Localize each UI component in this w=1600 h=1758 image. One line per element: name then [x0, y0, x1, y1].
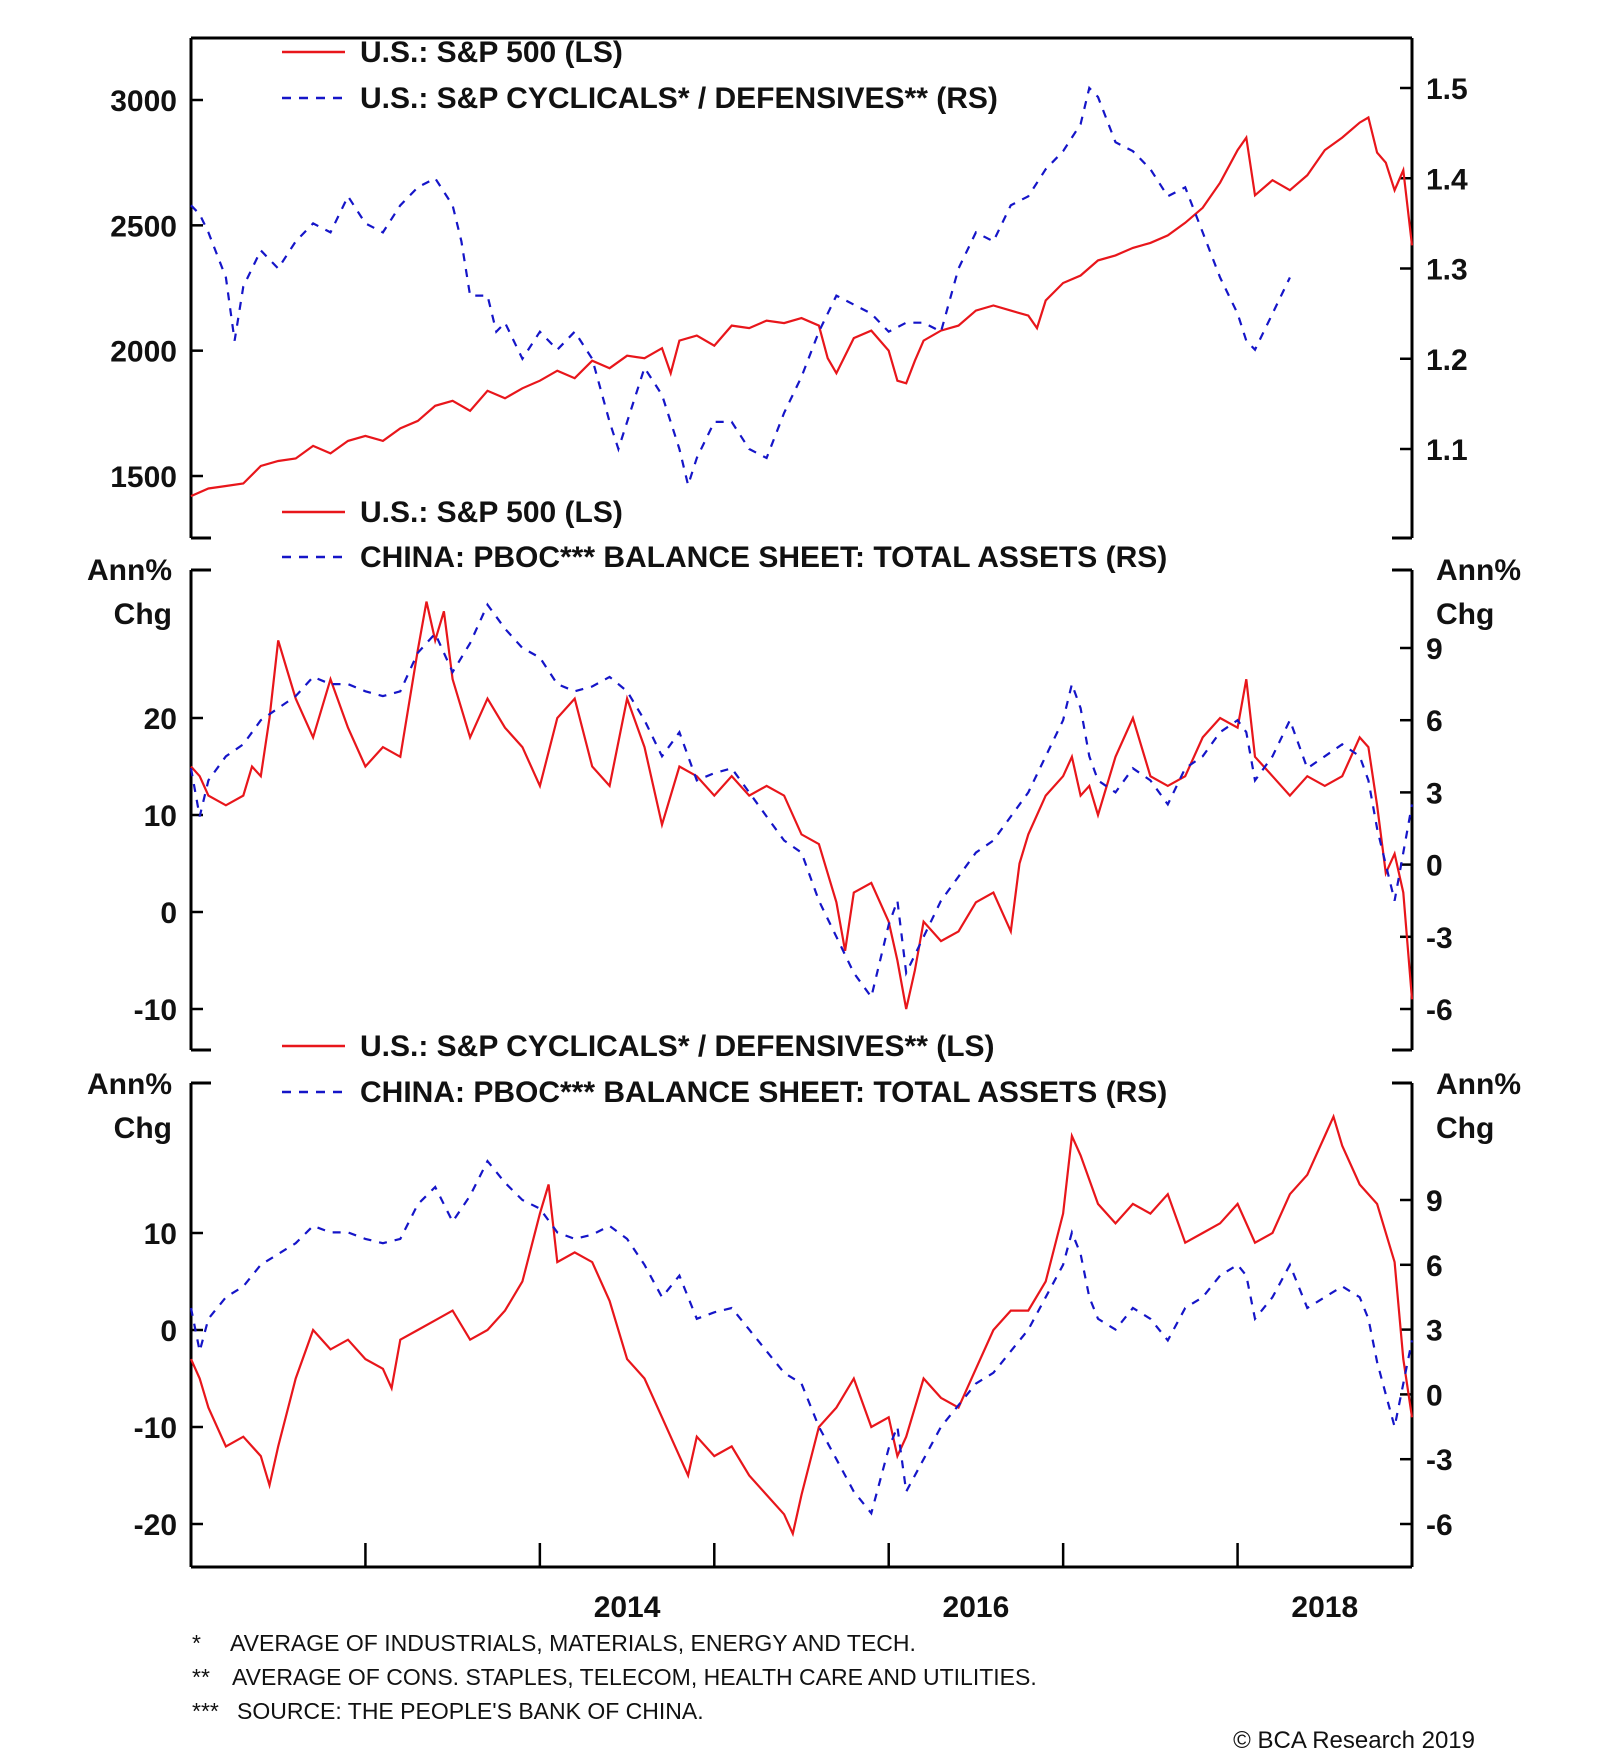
right-tick-label: 1.3	[1426, 254, 1468, 287]
x-tick-label: 2014	[594, 1591, 661, 1624]
blue-dashed-series-line	[190, 85, 1291, 490]
footnote-3-marker: ***	[192, 1698, 219, 1724]
right-tick-label: 1.5	[1426, 73, 1468, 106]
left-tick-label: 0	[160, 1315, 177, 1348]
legend-label: U.S.: S&P CYCLICALS* / DEFENSIVES** (RS)	[360, 82, 998, 115]
right-tick-label: -6	[1426, 994, 1453, 1027]
blue-dashed-series-line	[189, 602, 1414, 1000]
legend-label: CHINA: PBOC*** BALANCE SHEET: TOTAL ASSE…	[360, 541, 1167, 574]
footnote-1-text: AVERAGE OF INDUSTRIALS, MATERIALS, ENERG…	[230, 1630, 916, 1656]
right-axis-unit: Ann%	[1436, 554, 1521, 587]
right-tick-label: 1.2	[1426, 344, 1468, 377]
left-tick-label: 10	[144, 1218, 177, 1251]
left-tick-label: 2000	[110, 336, 177, 369]
right-tick-label: 9	[1426, 1185, 1443, 1218]
footnotes: * AVERAGE OF INDUSTRIALS, MATERIALS, ENE…	[192, 1630, 1037, 1724]
right-tick-label: -3	[1426, 922, 1453, 955]
panel-1: 1500 2000 2500 3000 1.1 1.2 1.3 1.4 1.5 U.S.: S&P…	[110, 36, 1468, 540]
right-tick-label: 9	[1426, 633, 1443, 666]
left-tick-label: 10	[144, 800, 177, 833]
left-tick-label: 1500	[110, 461, 177, 494]
left-tick-label: 2500	[110, 210, 177, 243]
right-tick-label: -6	[1426, 1509, 1453, 1542]
red-solid-series-line	[190, 115, 1414, 498]
footnote-2-text: AVERAGE OF CONS. STAPLES, TELECOM, HEALT…	[232, 1664, 1037, 1690]
right-axis-unit: Ann%	[1436, 1068, 1521, 1101]
x-tick-label: 2018	[1291, 1591, 1358, 1624]
red-solid-series-line	[190, 601, 1414, 1010]
right-axis-unit: Chg	[1436, 598, 1494, 631]
left-tick-label: 0	[160, 897, 177, 930]
right-tick-label: 0	[1426, 850, 1443, 883]
right-tick-label: 3	[1426, 1315, 1443, 1348]
footnote-3-text: SOURCE: THE PEOPLE'S BANK OF CHINA.	[237, 1698, 704, 1724]
left-tick-label: -20	[134, 1509, 177, 1542]
legend-label: U.S.: S&P 500 (LS)	[360, 496, 623, 529]
x-tick-label: 2016	[943, 1591, 1010, 1624]
copyright: © BCA Research 2019	[1233, 1727, 1475, 1754]
left-tick-label: 20	[144, 703, 177, 736]
right-tick-label: -3	[1426, 1444, 1453, 1477]
right-tick-label: 1.1	[1426, 434, 1468, 467]
legend-label: CHINA: PBOC*** BALANCE SHEET: TOTAL ASSE…	[360, 1076, 1167, 1109]
right-tick-label: 1.4	[1426, 163, 1468, 196]
right-tick-label: 6	[1426, 705, 1443, 738]
left-tick-label: -10	[134, 1412, 177, 1445]
right-tick-label: 0	[1426, 1379, 1443, 1412]
right-axis-unit: Chg	[1436, 1112, 1494, 1145]
left-axis-unit: Ann%	[87, 1068, 172, 1101]
legend-label: U.S.: S&P CYCLICALS* / DEFENSIVES** (LS)	[360, 1030, 995, 1063]
footnote-2-marker: **	[192, 1664, 210, 1690]
panel-2: -10 0 10 20 -6 -3 0 3 6 9 Ann% Chg Ann% Chg U.S.: S&P …	[87, 496, 1521, 1052]
blue-dashed-series-line	[189, 1159, 1414, 1516]
left-tick-label: -10	[134, 994, 177, 1027]
legend-label: U.S.: S&P 500 (LS)	[360, 36, 623, 69]
left-tick-label: 3000	[110, 85, 177, 118]
left-axis-unit: Ann%	[87, 554, 172, 587]
left-axis-unit: Chg	[114, 1112, 172, 1145]
right-tick-label: 3	[1426, 777, 1443, 810]
left-axis-unit: Chg	[114, 598, 172, 631]
right-tick-label: 6	[1426, 1250, 1443, 1283]
x-axis: 2014 2016 2018	[364, 1543, 1358, 1624]
panel-3: -20 -10 0 10 -6 -3 0 3 6 9 Ann% Chg Ann% Chg U.S.: S&P…	[87, 1030, 1521, 1569]
red-solid-series-line	[189, 1113, 1414, 1538]
footnote-1-marker: *	[192, 1630, 201, 1656]
